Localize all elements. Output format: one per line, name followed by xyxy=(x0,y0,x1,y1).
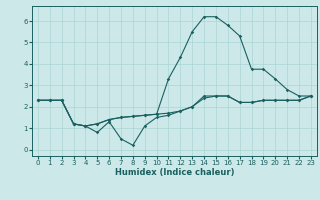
X-axis label: Humidex (Indice chaleur): Humidex (Indice chaleur) xyxy=(115,168,234,177)
